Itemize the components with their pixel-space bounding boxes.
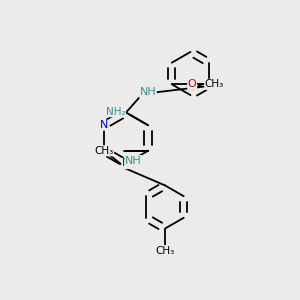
Text: N: N [100, 120, 108, 130]
Text: NH: NH [140, 87, 156, 98]
Text: N: N [122, 158, 130, 169]
Text: O: O [188, 79, 197, 89]
Text: NH: NH [125, 156, 142, 166]
Text: NH₂: NH₂ [106, 107, 125, 117]
Text: CH₃: CH₃ [205, 79, 224, 89]
Text: CH₃: CH₃ [94, 146, 114, 156]
Text: CH₃: CH₃ [155, 245, 175, 256]
